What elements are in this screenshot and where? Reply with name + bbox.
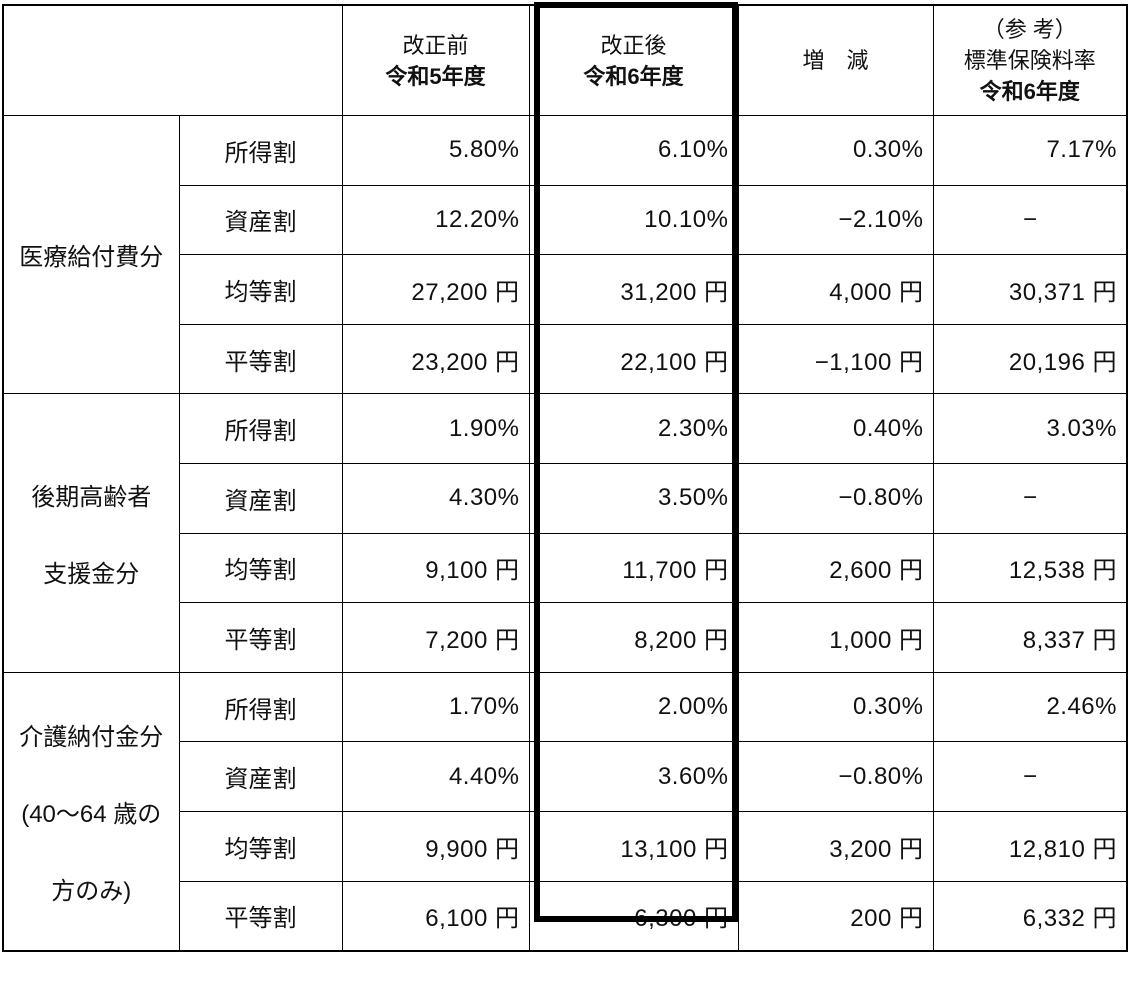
header-change: 増 減 (738, 5, 933, 116)
value-cell: 0.30% (738, 672, 933, 742)
row-label: 均等割 (179, 533, 342, 603)
row-label: 資産割 (179, 742, 342, 812)
value-cell: 4.40% (342, 742, 529, 812)
value-cell: 3.60% (529, 742, 738, 812)
value-cell: − (933, 742, 1127, 812)
row-label: 所得割 (179, 116, 342, 186)
page: 改正前 令和5年度 改正後 令和6年度 増 減 （参 考） 標準保険料率 令和6… (0, 0, 1129, 987)
value-cell: 7.17% (933, 116, 1127, 186)
group-label-medical: 医療給付費分 (3, 116, 179, 394)
table-row: 介護納付金分 (40〜64 歳の 方のみ) 所得割 1.70% 2.00% 0.… (3, 672, 1127, 742)
header-before: 改正前 令和5年度 (342, 5, 529, 116)
value-cell: 6,100 円 (342, 881, 529, 951)
value-cell: 2,600 円 (738, 533, 933, 603)
value-cell: 7,200 円 (342, 603, 529, 673)
row-label: 平等割 (179, 324, 342, 394)
value-cell: 22,100 円 (529, 324, 738, 394)
value-cell: 6.10% (529, 116, 738, 186)
value-cell: 200 円 (738, 881, 933, 951)
header-before-line2: 令和5年度 (344, 61, 528, 92)
row-label: 所得割 (179, 394, 342, 464)
row-label: 平等割 (179, 603, 342, 673)
insurance-rates-table: 改正前 令和5年度 改正後 令和6年度 増 減 （参 考） 標準保険料率 令和6… (2, 4, 1128, 952)
value-cell: 2.00% (529, 672, 738, 742)
value-cell: 10.10% (529, 185, 738, 255)
group-label-nursing-care: 介護納付金分 (40〜64 歳の 方のみ) (3, 672, 179, 951)
value-cell: 4,000 円 (738, 255, 933, 325)
header-after: 改正後 令和6年度 (529, 5, 738, 116)
value-cell: 12.20% (342, 185, 529, 255)
row-label: 資産割 (179, 185, 342, 255)
group-label-elderly-support: 後期高齢者 支援金分 (3, 394, 179, 672)
value-cell: 13,100 円 (529, 811, 738, 881)
value-cell: − (933, 463, 1127, 533)
value-cell: 1,000 円 (738, 603, 933, 673)
table-row: 医療給付費分 所得割 5.80% 6.10% 0.30% 7.17% (3, 116, 1127, 186)
value-cell: 1.90% (342, 394, 529, 464)
row-label: 平等割 (179, 881, 342, 951)
row-label: 均等割 (179, 811, 342, 881)
value-cell: 20,196 円 (933, 324, 1127, 394)
corner-cell (3, 5, 342, 116)
value-cell: 8,337 円 (933, 603, 1127, 673)
value-cell: −0.80% (738, 742, 933, 812)
value-cell: 0.40% (738, 394, 933, 464)
value-cell: 27,200 円 (342, 255, 529, 325)
value-cell: 31,200 円 (529, 255, 738, 325)
value-cell: 23,200 円 (342, 324, 529, 394)
value-cell: −2.10% (738, 185, 933, 255)
value-cell: 5.80% (342, 116, 529, 186)
value-cell: 6,332 円 (933, 881, 1127, 951)
row-label: 所得割 (179, 672, 342, 742)
value-cell: 3,200 円 (738, 811, 933, 881)
value-cell: 2.30% (529, 394, 738, 464)
value-cell: 9,100 円 (342, 533, 529, 603)
row-label: 均等割 (179, 255, 342, 325)
row-label: 資産割 (179, 463, 342, 533)
value-cell: 30,371 円 (933, 255, 1127, 325)
header-after-line1: 改正後 (531, 30, 737, 61)
header-after-line2: 令和6年度 (531, 61, 737, 92)
value-cell: 3.03% (933, 394, 1127, 464)
value-cell: 3.50% (529, 463, 738, 533)
value-cell: 2.46% (933, 672, 1127, 742)
value-cell: 1.70% (342, 672, 529, 742)
header-reference-line3: 令和6年度 (935, 76, 1126, 107)
header-reference: （参 考） 標準保険料率 令和6年度 (933, 5, 1127, 116)
value-cell: 11,700 円 (529, 533, 738, 603)
value-cell: 12,538 円 (933, 533, 1127, 603)
header-row: 改正前 令和5年度 改正後 令和6年度 増 減 （参 考） 標準保険料率 令和6… (3, 5, 1127, 116)
value-cell: 9,900 円 (342, 811, 529, 881)
table-row: 後期高齢者 支援金分 所得割 1.90% 2.30% 0.40% 3.03% (3, 394, 1127, 464)
value-cell: 6,300 円 (529, 881, 738, 951)
value-cell: 8,200 円 (529, 603, 738, 673)
value-cell: −1,100 円 (738, 324, 933, 394)
header-reference-line2: 標準保険料率 (935, 45, 1126, 76)
value-cell: 0.30% (738, 116, 933, 186)
value-cell: −0.80% (738, 463, 933, 533)
value-cell: − (933, 185, 1127, 255)
value-cell: 4.30% (342, 463, 529, 533)
value-cell: 12,810 円 (933, 811, 1127, 881)
header-reference-line1: （参 考） (935, 14, 1126, 45)
header-before-line1: 改正前 (344, 30, 528, 61)
